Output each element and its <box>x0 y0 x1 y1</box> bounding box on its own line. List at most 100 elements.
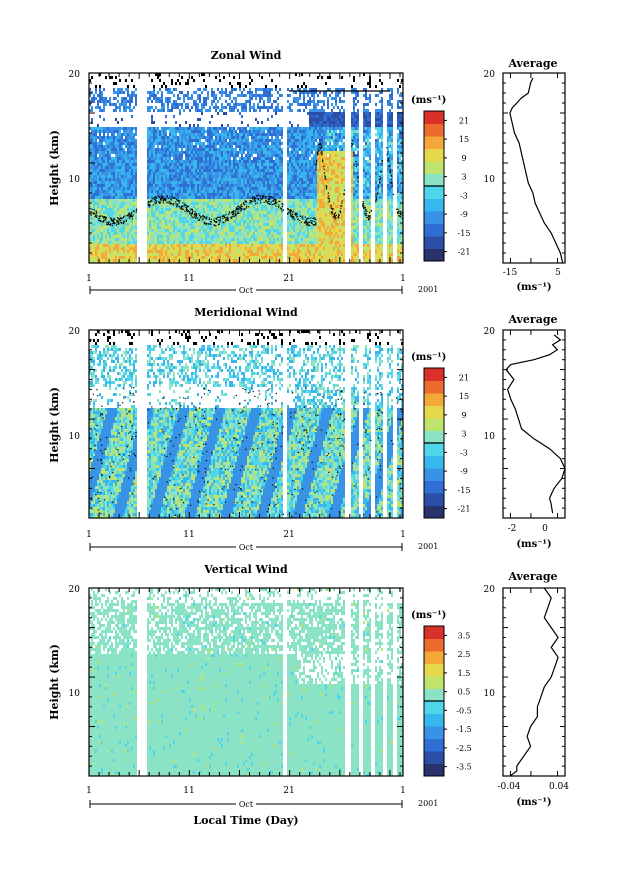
colorbar-tick-label: 9 <box>461 154 466 163</box>
meridional-wind-title: Meridional Wind <box>194 306 298 319</box>
colorbar-tick-label: 3 <box>461 173 466 182</box>
vertical-average-title: Average <box>507 570 557 583</box>
vertical-year-label: 2001 <box>418 799 438 808</box>
meridional-average-plot <box>503 329 566 519</box>
zonal-ytick-10: 10 <box>69 175 81 185</box>
vertical-month-label: Oct <box>239 800 254 809</box>
meridional-xtick-1: 1 <box>86 530 92 540</box>
meridional-xtick-21: 21 <box>283 530 294 540</box>
zonal-average-ytick-10: 10 <box>484 175 496 185</box>
vertical-xtick-21: 21 <box>283 786 294 796</box>
meridional-colorbar-unit: (ms⁻¹) <box>411 352 446 363</box>
colorbar-tick-label: -9 <box>460 210 468 219</box>
vertical-wind-panel: Vertical Wind 20 10 Height (km) 1 11 21 … <box>48 563 472 827</box>
vertical-xtick-1: 1 <box>86 786 92 796</box>
zonal-average-xtick-b: 5 <box>555 268 561 278</box>
colorbar-tick-label: -2.5 <box>456 744 471 753</box>
colorbar-tick-label: 1.5 <box>458 669 471 678</box>
vertical-colorbar-unit: (ms⁻¹) <box>411 610 446 621</box>
vertical-average-frame <box>502 587 566 777</box>
colorbar-tick-label: -1.5 <box>456 725 471 734</box>
figure-xlabel: Local Time (Day) <box>193 814 298 827</box>
zonal-average-frame <box>502 72 566 264</box>
colorbar-tick-label: 3.5 <box>458 631 471 640</box>
vertical-frame <box>88 587 404 777</box>
meridional-average-panel: Average 20 10 -2 0 (ms⁻¹) <box>484 313 566 550</box>
colorbar-tick-label: -9 <box>460 467 468 476</box>
colorbar-tick-label: -3 <box>460 448 468 457</box>
vertical-colorbar: 3.5 2.5 1.5 0.5 -0.5 -1.5 -2.5 -3.5 <box>423 625 472 777</box>
zonal-heatmap <box>89 73 403 263</box>
colorbar-tick-label: -21 <box>458 248 471 257</box>
meridional-average-xlabel: (ms⁻¹) <box>516 539 551 550</box>
colorbar-tick-label: -15 <box>458 486 471 495</box>
vertical-ytick-20: 20 <box>69 585 81 595</box>
vertical-average-xtick-b: 0.04 <box>549 782 569 792</box>
meridional-month-bar <box>89 542 403 551</box>
colorbar-tick-label: -0.5 <box>456 706 471 715</box>
meridional-xtick-end: 1 <box>400 530 406 540</box>
colorbar-tick-label: 3 <box>461 430 466 439</box>
colorbar-tick-label: 15 <box>459 135 469 144</box>
colorbar-tick-label: -15 <box>458 229 471 238</box>
zonal-average-title: Average <box>507 57 557 70</box>
vertical-average-xlabel: (ms⁻¹) <box>516 797 551 808</box>
zonal-xtick-1: 1 <box>86 274 92 284</box>
zonal-average-panel: Average 20 10 -15 5 (ms⁻¹) <box>484 57 566 293</box>
average-profile-line <box>509 587 559 777</box>
vertical-average-plot <box>503 587 565 777</box>
meridional-ticks <box>88 329 403 519</box>
meridional-colorbar: 21 15 9 3 -3 -9 -15 -21 <box>423 367 471 519</box>
meridional-average-xtick-b: 0 <box>542 524 548 534</box>
meridional-ytick-10: 10 <box>69 432 81 442</box>
zonal-average-xtick-a: -15 <box>503 268 518 278</box>
zonal-ticks <box>88 72 403 264</box>
meridional-ylabel: Height (km) <box>48 387 61 463</box>
colorbar-tick-label: 9 <box>461 411 466 420</box>
zonal-wind-title: Zonal Wind <box>211 49 282 62</box>
zonal-xtick-11: 11 <box>183 274 194 284</box>
zonal-month-bar <box>89 285 403 294</box>
meridional-average-ytick-10: 10 <box>484 432 496 442</box>
meridional-year-label: 2001 <box>418 542 438 551</box>
vertical-ytick-10: 10 <box>69 689 81 699</box>
zonal-ytick-20: 20 <box>69 70 81 80</box>
zonal-colorbar: 21 15 9 3 -3 -9 -15 -21 <box>423 110 471 262</box>
meridional-wind-panel: Meridional Wind 20 10 Height (km) 1 11 2… <box>48 306 470 552</box>
zonal-average-plot <box>503 72 565 264</box>
meridional-average-xtick-a: -2 <box>508 524 517 534</box>
vertical-average-ytick-10: 10 <box>484 689 496 699</box>
colorbar-tick-label: -3.5 <box>456 763 471 772</box>
vertical-wind-title: Vertical Wind <box>203 563 288 576</box>
zonal-xtick-21: 21 <box>283 274 294 284</box>
colorbar-tick-label: 15 <box>459 392 469 401</box>
zonal-ylabel: Height (km) <box>48 130 61 206</box>
colorbar-tick-label: -3 <box>460 191 468 200</box>
average-profile-line <box>505 334 566 514</box>
average-profile-line <box>509 77 564 264</box>
vertical-xtick-end: 1 <box>400 786 406 796</box>
colorbar-tick-label: 21 <box>459 373 469 382</box>
colorbar-tick-label: 21 <box>459 116 469 125</box>
vertical-heatmap <box>89 588 403 776</box>
zonal-average-xlabel: (ms⁻¹) <box>516 282 551 293</box>
colorbar-tick-label: -21 <box>458 505 471 514</box>
colorbar-tick-label: 2.5 <box>458 650 471 659</box>
meridional-heatmap <box>89 330 403 518</box>
meridional-month-label: Oct <box>239 543 254 552</box>
colorbar-tick-label: 0.5 <box>458 688 471 697</box>
vertical-ticks <box>88 587 403 777</box>
vertical-xtick-11: 11 <box>183 786 194 796</box>
vertical-average-ytick-20: 20 <box>484 585 496 595</box>
zonal-wind-panel: Zonal Wind 20 10 Height (km) 1 11 21 1 O… <box>48 49 470 295</box>
zonal-frame <box>88 72 404 264</box>
meridional-xtick-11: 11 <box>183 530 194 540</box>
zonal-xtick-end: 1 <box>400 274 406 284</box>
meridional-average-title: Average <box>507 313 557 326</box>
meridional-average-frame <box>502 329 566 519</box>
zonal-month-label: Oct <box>239 286 254 295</box>
zonal-average-ytick-20: 20 <box>484 70 496 80</box>
vertical-ylabel: Height (km) <box>48 644 61 720</box>
zonal-year-label: 2001 <box>418 285 438 294</box>
vertical-month-bar <box>89 799 403 808</box>
